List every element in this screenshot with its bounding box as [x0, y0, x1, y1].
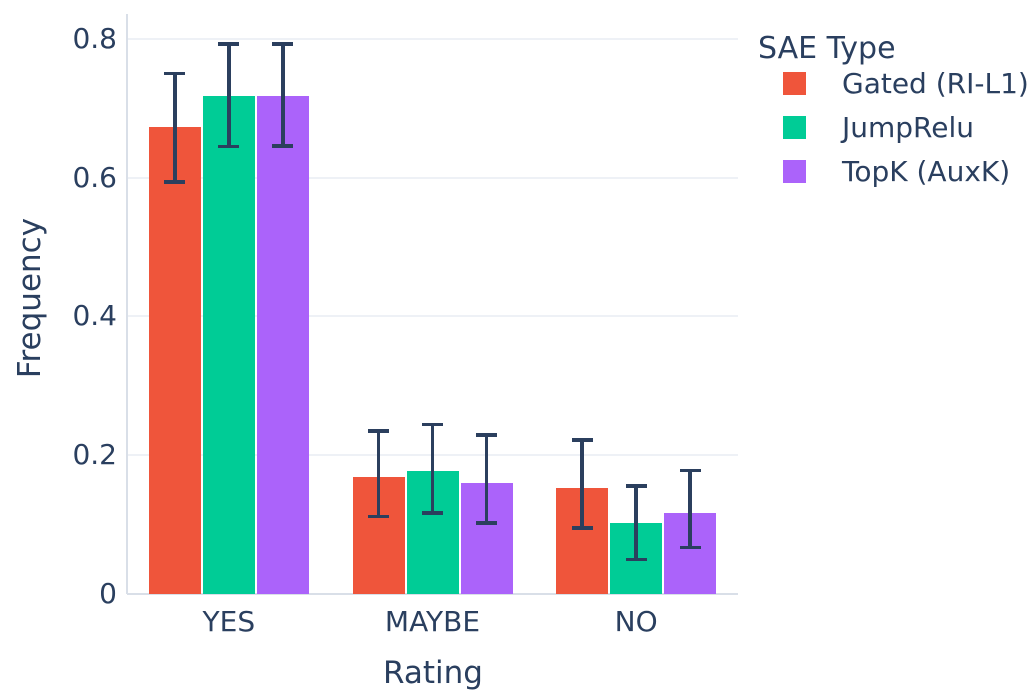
y-gridline: [127, 315, 738, 318]
error-bar-cap-bottom: [625, 557, 647, 562]
y-gridline: [127, 176, 738, 179]
legend-item-1[interactable]: Gated (RI-L1): [783, 67, 1029, 100]
error-bar-cap-top: [368, 429, 389, 433]
error-bar-cap-bottom: [679, 545, 701, 550]
y-gridline: [127, 37, 738, 40]
error-bar-cap-bottom: [164, 180, 186, 184]
legend-swatch-icon: [783, 116, 806, 139]
y-tick-label: 0.2: [72, 438, 117, 472]
error-bar-cap-bottom: [272, 144, 294, 148]
legend-item-3[interactable]: TopK (AuxK): [783, 155, 1010, 188]
error-bar-cap-top: [218, 42, 240, 46]
y-tick-label: 0.4: [72, 299, 117, 333]
x-axis-title: Rating: [383, 655, 483, 691]
error-bar-cap-bottom: [368, 514, 389, 519]
error-bar-cap-top: [625, 484, 647, 488]
error-bar-stem: [484, 435, 489, 524]
error-bar-stem: [281, 43, 285, 146]
y-axis-title: Frequency: [12, 217, 48, 379]
error-bar-cap-top: [422, 422, 443, 427]
legend-swatch-icon: [783, 72, 806, 95]
bar-yes-2: [202, 95, 255, 594]
error-bar-cap-top: [272, 42, 294, 46]
error-bar-stem: [634, 485, 638, 560]
x-axis-line: [127, 593, 738, 595]
error-bar-cap-top: [476, 433, 497, 437]
y-axis-line: [126, 14, 128, 594]
legend: SAE Type Gated (RI-L1) JumpRelu TopK (AuxK…: [758, 0, 1032, 200]
y-tick-label: 0: [99, 577, 117, 610]
bar-yes-3: [256, 95, 309, 594]
error-bar-cap-top: [571, 438, 593, 442]
error-bar-cap-top: [679, 468, 701, 473]
error-bar-stem: [430, 424, 435, 513]
error-bar-cap-bottom: [571, 526, 593, 530]
error-bar-stem: [688, 470, 692, 548]
y-tick-label: 0.6: [72, 160, 117, 194]
legend-title: SAE Type: [758, 31, 896, 66]
error-bar-stem: [580, 439, 584, 529]
legend-item-2[interactable]: JumpRelu: [783, 111, 974, 144]
error-bar-cap-bottom: [218, 144, 240, 149]
x-tick-label: NO: [614, 605, 658, 638]
legend-item-label: JumpRelu: [842, 111, 975, 144]
x-tick-label: MAYBE: [384, 605, 481, 638]
legend-item-label: TopK (AuxK): [842, 155, 1011, 188]
error-bar-cap-top: [164, 71, 186, 76]
bar-yes-1: [148, 127, 201, 594]
error-bar-stem: [376, 430, 381, 517]
legend-item-label: Gated (RI-L1): [842, 67, 1029, 100]
x-tick-label: YES: [202, 605, 256, 638]
error-bar-cap-bottom: [422, 511, 443, 515]
error-bar-stem: [173, 73, 177, 182]
error-bar-cap-bottom: [476, 521, 497, 525]
y-tick-label: 0.8: [72, 21, 117, 55]
error-bar-stem: [227, 43, 231, 147]
legend-swatch-icon: [783, 160, 806, 183]
